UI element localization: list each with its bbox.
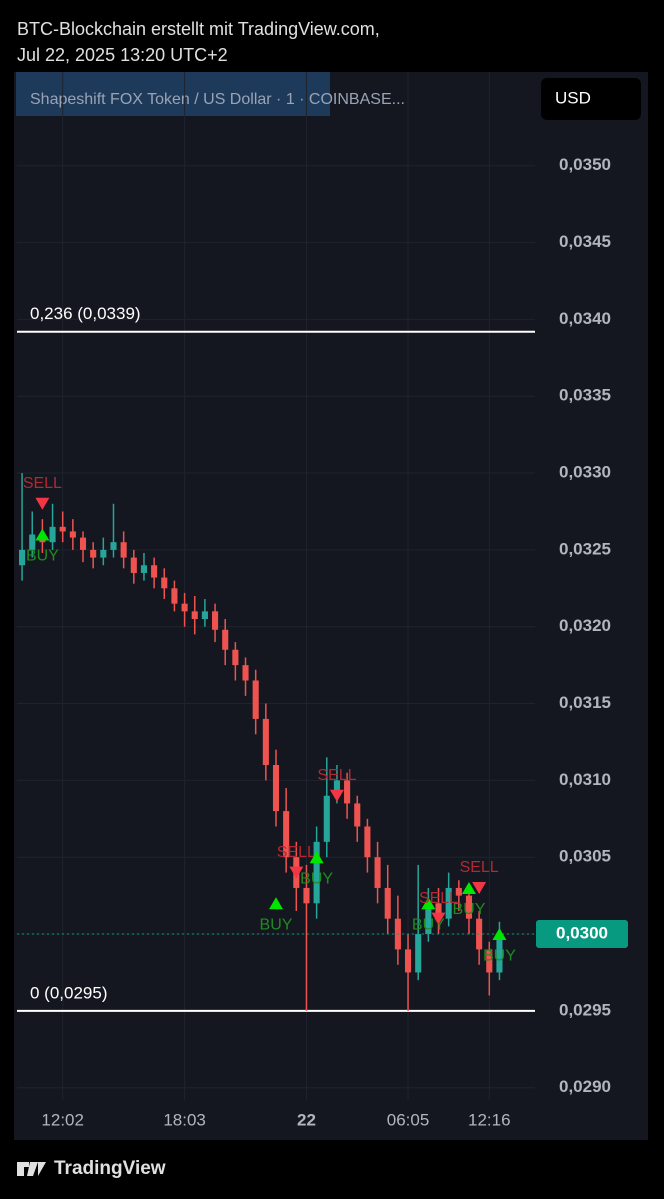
buy-marker <box>421 897 436 910</box>
candle-body <box>252 680 259 719</box>
candle-body <box>465 895 473 919</box>
x-tick-label: 18:03 <box>163 1110 206 1129</box>
candle-body <box>130 557 137 573</box>
candle-body <box>201 611 208 620</box>
chart-title: Shapeshift FOX Token / US Dollar · 1 · C… <box>30 91 405 108</box>
y-tick-label: 0,0305 <box>559 847 611 866</box>
y-tick-label: 0,0340 <box>559 309 611 328</box>
candle-body <box>110 542 117 550</box>
sell-marker <box>472 881 487 894</box>
brand: TradingView <box>54 1158 166 1179</box>
fib-label: 0 (0,0295) <box>30 983 108 1002</box>
y-tick-label: 0,0325 <box>559 539 611 558</box>
signal-label: BUY <box>483 947 516 964</box>
candle-body <box>151 565 158 578</box>
signal-label: SELL <box>460 859 499 876</box>
currency[interactable]: USD <box>555 88 591 107</box>
signal-label: SELL <box>23 475 62 492</box>
signal-label: BUY <box>26 548 59 565</box>
y-tick-label: 0,0290 <box>559 1077 611 1096</box>
sell-marker <box>35 497 50 510</box>
y-tick-label: 0,0330 <box>559 463 611 482</box>
candle-body <box>212 611 219 630</box>
y-tick-label: 0,0310 <box>559 770 611 789</box>
candle-body <box>313 841 320 904</box>
fib-label: 0,236 (0,0339) <box>30 304 141 323</box>
candle-body <box>415 934 422 973</box>
signal-label: BUY <box>453 901 486 918</box>
last-price-box <box>536 920 628 949</box>
candle-body <box>445 887 452 919</box>
candle-body <box>272 765 280 812</box>
y-tick-label: 0,0295 <box>559 1000 611 1019</box>
candle-body <box>171 588 178 604</box>
sell-marker <box>329 789 344 802</box>
candle-body <box>120 542 127 558</box>
candle-body <box>364 826 371 858</box>
header-line: Jul 22, 2025 13:20 UTC+2 <box>17 45 228 65</box>
signal-label: SELL <box>277 844 316 861</box>
candle-body <box>242 665 249 681</box>
candle-body <box>455 887 462 896</box>
candle-body <box>374 857 381 888</box>
candle-body <box>486 949 493 973</box>
candle-body <box>59 526 66 532</box>
candle-body <box>303 887 310 904</box>
candle-body <box>29 534 36 550</box>
signal-label: BUY <box>260 917 293 934</box>
buy-marker <box>269 897 283 910</box>
candle-body <box>344 780 351 804</box>
candle-body <box>19 549 26 566</box>
candle-body <box>100 549 107 558</box>
candle-body <box>435 903 442 919</box>
candle-body <box>283 811 290 858</box>
candle-body <box>476 918 483 950</box>
x-tick-label: 22 <box>297 1110 316 1129</box>
candle-body <box>262 718 269 766</box>
sell-marker <box>431 912 446 925</box>
candle-body <box>49 526 56 543</box>
signal-label: SELL <box>317 767 356 784</box>
last-price-label: 0,0300 <box>556 924 608 943</box>
buy-marker <box>492 928 507 941</box>
candle-body <box>496 934 503 973</box>
x-tick-label: 12:16 <box>468 1110 511 1129</box>
candle-body <box>69 531 76 538</box>
sell-marker <box>289 866 304 879</box>
candle-body <box>79 537 87 550</box>
buy-marker <box>461 881 476 894</box>
buy-marker <box>35 528 50 541</box>
candle-body <box>222 629 229 650</box>
header-line: BTC-Blockchain erstellt mit TradingView.… <box>17 19 380 39</box>
y-tick-label: 0,0335 <box>559 386 611 405</box>
candle-body <box>354 803 361 827</box>
x-tick-label: 06:05 <box>387 1110 430 1129</box>
candle-body <box>333 780 340 796</box>
candle-body <box>384 887 391 919</box>
candle-body <box>90 549 97 558</box>
chart-panel <box>14 72 648 1140</box>
candle-body <box>140 565 148 573</box>
candle-body <box>232 649 239 666</box>
signal-label: BUY <box>300 870 333 887</box>
x-tick-label: 12:02 <box>41 1110 84 1129</box>
candle-body <box>161 577 168 589</box>
candle-body <box>425 903 432 935</box>
buy-marker <box>309 851 324 864</box>
candle-body <box>181 603 188 612</box>
candle-body <box>323 795 330 842</box>
symbol-highlight <box>16 72 330 116</box>
candle-body <box>404 949 412 973</box>
logo <box>17 1162 46 1176</box>
candle-body <box>191 611 198 620</box>
y-tick-label: 0,0320 <box>559 616 611 635</box>
y-tick-label: 0,0345 <box>559 232 611 251</box>
signal-label: SELL <box>419 890 458 907</box>
y-tick-label: 0,0315 <box>559 693 611 712</box>
y-tick-label: 0,0350 <box>559 155 611 174</box>
currency-box[interactable] <box>541 78 641 120</box>
